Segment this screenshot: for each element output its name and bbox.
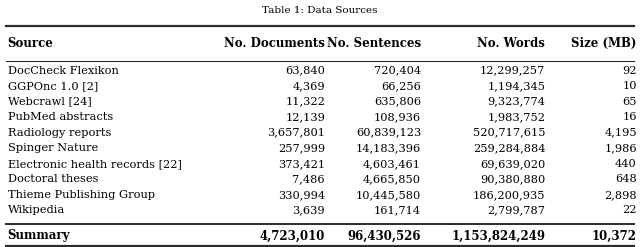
Text: 16: 16 (622, 112, 637, 122)
Text: 330,994: 330,994 (278, 190, 325, 200)
Text: 12,299,257: 12,299,257 (480, 66, 545, 76)
Text: 257,999: 257,999 (278, 143, 325, 153)
Text: PubMed abstracts: PubMed abstracts (8, 112, 113, 122)
Text: 108,936: 108,936 (374, 112, 421, 122)
Text: 3,639: 3,639 (292, 205, 325, 215)
Text: Doctoral theses: Doctoral theses (8, 174, 98, 184)
Text: Thieme Publishing Group: Thieme Publishing Group (8, 190, 155, 200)
Text: No. Sentences: No. Sentences (327, 37, 421, 50)
Text: 69,639,020: 69,639,020 (480, 159, 545, 169)
Text: Source: Source (8, 37, 54, 50)
Text: 7,486: 7,486 (292, 174, 325, 184)
Text: 186,200,935: 186,200,935 (473, 190, 545, 200)
Text: GGPOnc 1.0 [2]: GGPOnc 1.0 [2] (8, 81, 98, 91)
Text: 22: 22 (622, 205, 637, 215)
Text: 12,139: 12,139 (285, 112, 325, 122)
Text: 161,714: 161,714 (374, 205, 421, 215)
Text: 373,421: 373,421 (278, 159, 325, 169)
Text: 4,195: 4,195 (604, 128, 637, 138)
Text: 66,256: 66,256 (381, 81, 421, 91)
Text: 3,657,801: 3,657,801 (267, 128, 325, 138)
Text: 9,323,774: 9,323,774 (487, 97, 545, 107)
Text: 10: 10 (622, 81, 637, 91)
Text: Spinger Nature: Spinger Nature (8, 143, 98, 153)
Text: Webcrawl [24]: Webcrawl [24] (8, 97, 92, 107)
Text: 520,717,615: 520,717,615 (473, 128, 545, 138)
Text: Summary: Summary (8, 229, 70, 242)
Text: Electronic health records [22]: Electronic health records [22] (8, 159, 182, 169)
Text: 65: 65 (622, 97, 637, 107)
Text: 10,445,580: 10,445,580 (356, 190, 421, 200)
Text: 2,898: 2,898 (604, 190, 637, 200)
Text: 60,839,123: 60,839,123 (356, 128, 421, 138)
Text: 96,430,526: 96,430,526 (348, 229, 421, 242)
Text: Wikipedia: Wikipedia (8, 205, 65, 215)
Text: 4,603,461: 4,603,461 (363, 159, 421, 169)
Text: 1,986: 1,986 (604, 143, 637, 153)
Text: 4,665,850: 4,665,850 (363, 174, 421, 184)
Text: 10,372: 10,372 (592, 229, 637, 242)
Text: 63,840: 63,840 (285, 66, 325, 76)
Text: 440: 440 (615, 159, 637, 169)
Text: DocCheck Flexikon: DocCheck Flexikon (8, 66, 118, 76)
Text: 1,194,345: 1,194,345 (487, 81, 545, 91)
Text: 1,983,752: 1,983,752 (487, 112, 545, 122)
Text: Size (MB): Size (MB) (572, 37, 637, 50)
Text: 635,806: 635,806 (374, 97, 421, 107)
Text: 4,369: 4,369 (292, 81, 325, 91)
Text: No. Words: No. Words (477, 37, 545, 50)
Text: 259,284,884: 259,284,884 (473, 143, 545, 153)
Text: Table 1: Data Sources: Table 1: Data Sources (262, 6, 378, 15)
Text: 11,322: 11,322 (285, 97, 325, 107)
Text: Radiology reports: Radiology reports (8, 128, 111, 138)
Text: 648: 648 (615, 174, 637, 184)
Text: 90,380,880: 90,380,880 (480, 174, 545, 184)
Text: No. Documents: No. Documents (224, 37, 325, 50)
Text: 1,153,824,249: 1,153,824,249 (451, 229, 545, 242)
Text: 720,404: 720,404 (374, 66, 421, 76)
Text: 14,183,396: 14,183,396 (356, 143, 421, 153)
Text: 92: 92 (622, 66, 637, 76)
Text: 2,799,787: 2,799,787 (487, 205, 545, 215)
Text: 4,723,010: 4,723,010 (260, 229, 325, 242)
